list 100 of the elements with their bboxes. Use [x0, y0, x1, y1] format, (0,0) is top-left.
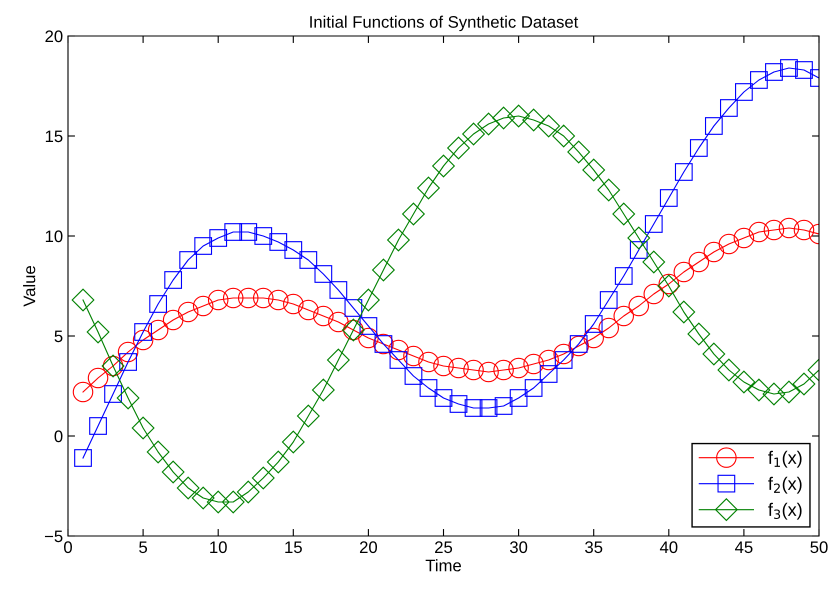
point	[748, 222, 770, 242]
point	[567, 140, 590, 164]
point	[74, 449, 92, 467]
point	[537, 114, 560, 138]
point	[403, 346, 424, 366]
point	[750, 71, 768, 89]
point	[674, 262, 694, 282]
point	[508, 358, 529, 378]
point	[704, 117, 723, 135]
point	[718, 358, 740, 382]
point	[312, 378, 335, 402]
point	[314, 265, 332, 283]
point	[418, 352, 439, 372]
point	[612, 202, 636, 226]
y-tick-label: 15	[46, 130, 62, 142]
point	[582, 158, 606, 182]
point	[192, 296, 214, 316]
point	[390, 351, 408, 369]
point	[540, 365, 558, 383]
point	[194, 237, 212, 255]
x-tick-label: 20	[360, 541, 378, 554]
point	[149, 295, 168, 313]
point	[86, 320, 110, 344]
point	[224, 223, 242, 241]
legend-label: f$_{1}$(x)	[768, 450, 802, 468]
x-tick-label: 35	[585, 541, 602, 554]
point	[524, 379, 543, 397]
point	[296, 404, 320, 428]
point	[269, 233, 288, 251]
point	[132, 416, 154, 440]
point	[254, 227, 272, 245]
point	[778, 380, 800, 404]
point	[732, 370, 756, 394]
point	[660, 189, 678, 207]
point	[434, 389, 452, 407]
point	[433, 356, 454, 376]
point	[236, 480, 260, 504]
point	[704, 242, 724, 262]
legend-label: f$_{2}$(x)	[768, 476, 802, 494]
point	[344, 299, 362, 317]
point	[209, 229, 228, 247]
y-tick-label: 0	[54, 430, 62, 442]
point	[718, 234, 740, 254]
point	[778, 218, 800, 238]
point	[674, 163, 693, 181]
point	[522, 108, 545, 132]
point	[313, 306, 334, 326]
point	[164, 271, 182, 289]
point	[447, 136, 470, 160]
point	[735, 83, 753, 101]
point	[510, 389, 528, 407]
x-tick-label: 5	[139, 541, 148, 554]
point	[553, 344, 574, 364]
point	[208, 290, 228, 310]
point	[450, 395, 468, 413]
point	[118, 342, 138, 362]
point	[402, 202, 425, 226]
point	[764, 220, 784, 240]
point	[298, 300, 319, 320]
point	[417, 176, 440, 200]
point	[387, 228, 410, 252]
point	[748, 378, 770, 402]
point	[644, 215, 663, 233]
point	[614, 267, 633, 285]
point	[72, 382, 94, 402]
point	[284, 241, 302, 259]
point	[162, 310, 184, 330]
point	[360, 317, 378, 335]
point	[597, 178, 620, 202]
point	[119, 353, 137, 371]
point	[523, 354, 544, 374]
point	[179, 251, 198, 269]
point	[282, 430, 305, 454]
y-tick-label: 20	[45, 30, 62, 42]
point	[687, 322, 710, 346]
point	[448, 358, 469, 378]
point	[104, 385, 122, 403]
point	[464, 399, 482, 417]
point	[672, 300, 696, 324]
y-tick-label: −5	[44, 530, 62, 542]
y-tick-label: 5	[54, 330, 62, 342]
point	[372, 258, 395, 282]
point	[178, 302, 198, 322]
point	[420, 379, 438, 397]
point	[388, 340, 409, 360]
point	[584, 315, 603, 333]
point	[72, 288, 94, 312]
point	[146, 440, 170, 464]
y-tick-label: 10	[46, 230, 62, 242]
point	[702, 342, 726, 366]
x-axis-title: Time	[426, 559, 461, 572]
point	[794, 220, 814, 240]
point	[162, 460, 184, 484]
point	[780, 59, 798, 77]
point	[554, 351, 573, 369]
point	[266, 450, 290, 474]
point	[299, 251, 318, 269]
point	[795, 61, 813, 79]
point	[644, 284, 664, 304]
point	[134, 323, 152, 341]
